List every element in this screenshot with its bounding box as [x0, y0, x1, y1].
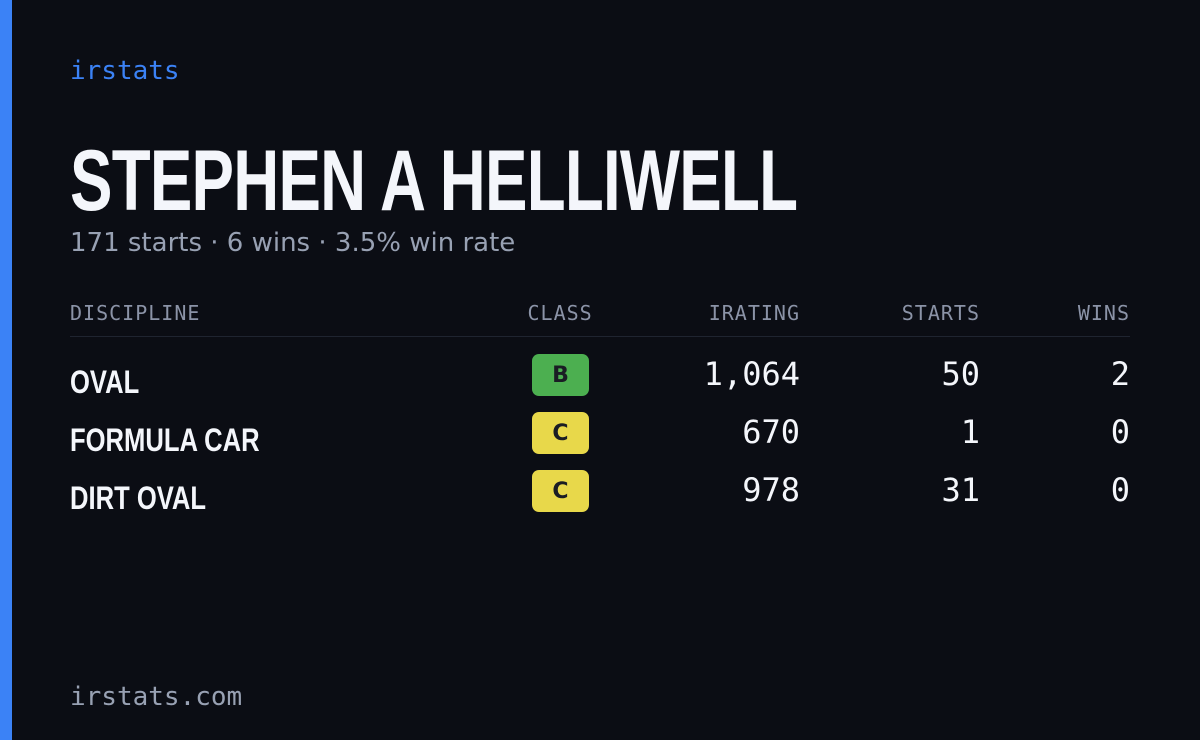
driver-summary: 171 starts · 6 wins · 3.5% win rate: [70, 228, 516, 258]
wins: 0: [1110, 471, 1130, 509]
header-rule: [70, 336, 1130, 337]
discipline: DIRT OVAL: [70, 480, 207, 516]
column-header: STARTS: [901, 301, 980, 325]
column-header: DISCIPLINE: [70, 301, 201, 325]
brand: irstats: [70, 56, 180, 86]
accent-bar: [0, 0, 12, 740]
class-badge: C: [532, 412, 589, 454]
column-header: WINS: [1077, 301, 1130, 325]
discipline: FORMULA CAR: [70, 422, 260, 458]
starts: 1: [960, 413, 980, 451]
irating: 670: [742, 413, 800, 451]
starts: 31: [941, 471, 980, 509]
driver-name: STEPHEN A HELLIWELL: [70, 133, 798, 229]
discipline: OVAL: [70, 364, 140, 400]
class-badge: C: [532, 470, 589, 512]
column-header: IRATING: [708, 301, 800, 325]
wins: 2: [1110, 355, 1130, 393]
starts: 50: [941, 355, 980, 393]
irating: 978: [742, 471, 800, 509]
footer: irstats.com: [70, 682, 243, 712]
class-badge: B: [532, 354, 589, 396]
column-header: CLASS: [527, 301, 593, 325]
wins: 0: [1110, 413, 1130, 451]
irating: 1,064: [703, 355, 800, 393]
